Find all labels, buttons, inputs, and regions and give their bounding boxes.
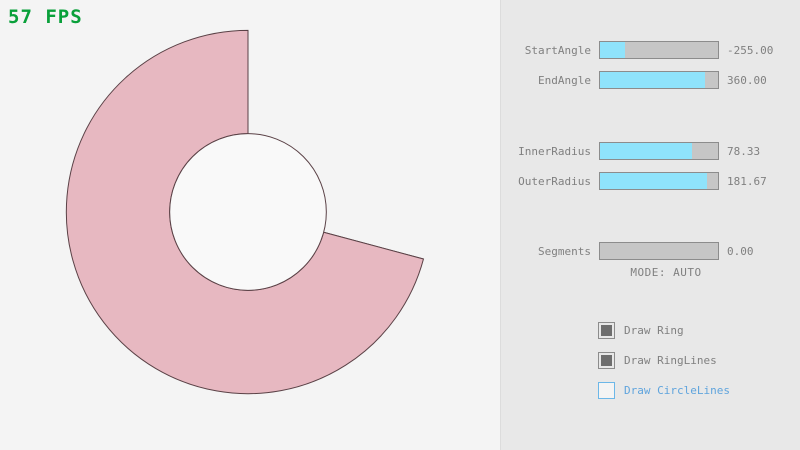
slider-label-segments: Segments <box>538 244 591 258</box>
slider-row-start-angle[interactable]: StartAngle -255.00 <box>501 40 800 60</box>
slider-label-inner-radius: InnerRadius <box>518 144 591 158</box>
slider-label-start-angle: StartAngle <box>524 43 591 57</box>
slider-track-start-angle[interactable] <box>599 41 719 59</box>
segment-mode-text: MODE: AUTO <box>630 266 702 279</box>
slider-fill-outer-radius <box>600 173 708 189</box>
slider-fill-inner-radius <box>600 143 693 159</box>
slider-row-outer-radius[interactable]: OuterRadius 181.67 <box>501 171 800 191</box>
slider-track-end-angle[interactable] <box>599 71 719 89</box>
slider-fill-end-angle <box>600 72 706 88</box>
slider-fill-start-angle <box>600 42 625 58</box>
slider-row-end-angle[interactable]: EndAngle 360.00 <box>501 70 800 90</box>
checkbox-label-draw-ringlines: Draw RingLines <box>624 353 717 367</box>
slider-label-outer-radius: OuterRadius <box>518 174 591 188</box>
slider-value-segments: 0.00 <box>727 244 754 258</box>
slider-track-inner-radius[interactable] <box>599 142 719 160</box>
render-viewport[interactable]: 57 FPS <box>0 0 500 450</box>
checkbox-draw-ringlines[interactable] <box>598 351 615 369</box>
checkbox-draw-ring[interactable] <box>598 321 615 339</box>
checkbox-label-draw-circlelines: Draw CircleLines <box>624 383 730 397</box>
checkbox-row-draw-ring[interactable]: Draw Ring <box>598 321 684 339</box>
fps-counter: 57 FPS <box>8 6 83 28</box>
control-panel: StartAngle -255.00 EndAngle 360.00 InnerRadi… <box>500 0 800 450</box>
checkbox-row-draw-circlelines[interactable]: Draw CircleLines <box>598 381 730 399</box>
checkbox-row-draw-ringlines[interactable]: Draw RingLines <box>598 351 717 369</box>
donut-hole <box>169 133 327 291</box>
slider-row-segments[interactable]: Segments 0.00 <box>501 241 800 261</box>
donut-chart <box>65 29 425 395</box>
slider-track-outer-radius[interactable] <box>599 172 719 190</box>
donut-slices <box>65 29 425 395</box>
slider-label-end-angle: EndAngle <box>538 73 591 87</box>
slider-row-inner-radius[interactable]: InnerRadius 78.33 <box>501 141 800 161</box>
slider-value-outer-radius: 181.67 <box>727 174 767 188</box>
slider-track-segments[interactable] <box>599 242 719 260</box>
checkbox-label-draw-ring: Draw Ring <box>624 323 684 337</box>
slider-value-inner-radius: 78.33 <box>727 144 761 158</box>
slider-value-start-angle: -255.00 <box>727 43 774 57</box>
checkbox-draw-circlelines[interactable] <box>598 381 615 399</box>
slider-value-end-angle: 360.00 <box>727 73 767 87</box>
